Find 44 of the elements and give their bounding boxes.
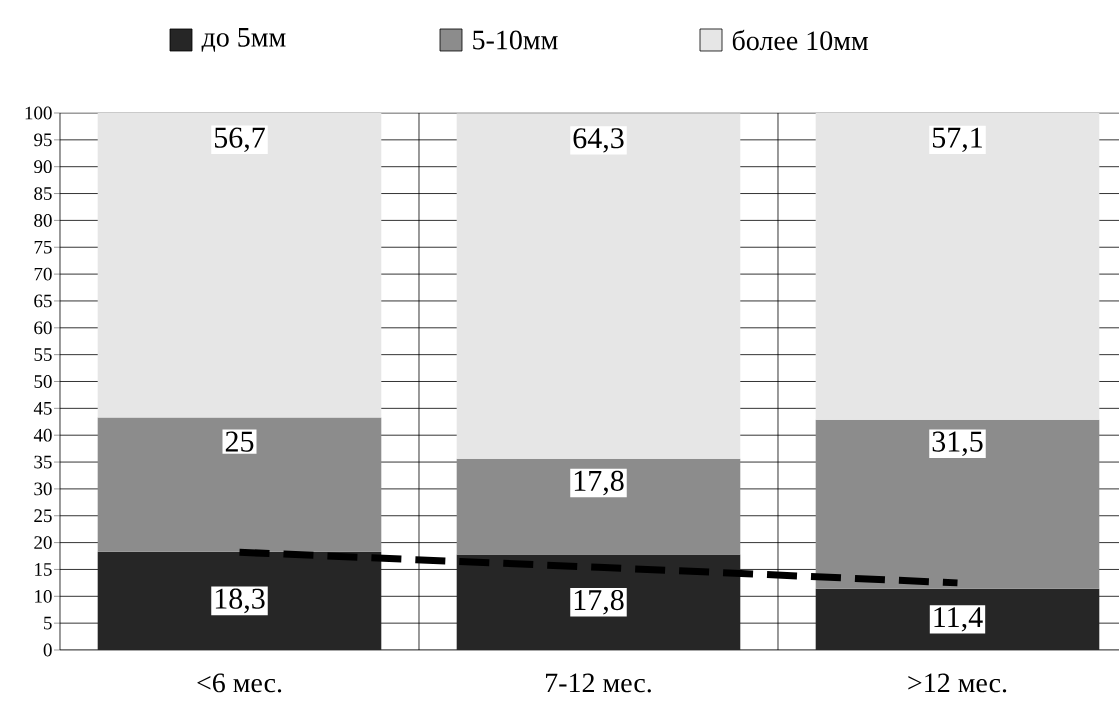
y-tick-label: 40 bbox=[33, 428, 52, 442]
legend-label: 5-10мм bbox=[473, 30, 558, 50]
y-tick-label: 30 bbox=[34, 482, 52, 496]
y-tick-label: 10 bbox=[35, 589, 52, 603]
y-tick-label: 55 bbox=[34, 348, 52, 361]
y-tick-label: 60 bbox=[34, 321, 52, 335]
y-tick-label: 70 bbox=[34, 267, 52, 281]
y-tick-label: 25 bbox=[34, 509, 52, 523]
data-label: 56,7 bbox=[214, 127, 265, 153]
text: более 10мм bbox=[732, 29, 869, 51]
bar bbox=[815, 588, 1100, 650]
bar bbox=[456, 458, 741, 555]
y-tick-label: 65 bbox=[34, 294, 52, 308]
y-tick-label: 35 bbox=[34, 455, 52, 469]
x-tick-label: 7-12 мес. bbox=[546, 673, 651, 693]
y-tick-label: 50 bbox=[34, 375, 52, 388]
y-tick-label: 95 bbox=[34, 133, 52, 147]
bar bbox=[815, 419, 1100, 589]
y-tick-label: 80 bbox=[34, 214, 52, 227]
data-label: 31,5 bbox=[932, 431, 983, 457]
y-tick-label: 20 bbox=[34, 536, 52, 550]
legend-label: до 5мм bbox=[201, 28, 286, 52]
y-tick-label: 5 bbox=[44, 616, 52, 630]
y-tick-label: 75 bbox=[34, 240, 52, 254]
data-label: 11,4 bbox=[934, 607, 983, 632]
bar bbox=[815, 113, 1100, 420]
y-tick-label: 45 bbox=[33, 402, 52, 415]
data-label: 17,8 bbox=[574, 589, 624, 615]
y-tick-label: 90 bbox=[34, 160, 52, 174]
y-tick-label: 100 bbox=[25, 106, 52, 120]
bar bbox=[97, 551, 382, 650]
data-label: 18,3 bbox=[215, 588, 265, 614]
bar bbox=[97, 417, 382, 552]
data-label: 64,3 bbox=[573, 128, 624, 153]
data-label: 17,8 bbox=[574, 470, 624, 496]
bar bbox=[97, 113, 382, 418]
x-tick-label: <6 мес. bbox=[197, 673, 282, 693]
bar bbox=[456, 113, 741, 459]
y-tick-label: 85 bbox=[34, 187, 52, 200]
data-label: 57,1 bbox=[932, 127, 982, 153]
x-tick-label: >12 мес. bbox=[908, 673, 1007, 693]
y-tick-label: 0 bbox=[43, 643, 52, 657]
y-tick-label: 15 bbox=[35, 563, 52, 576]
data-label: 25 bbox=[225, 431, 254, 452]
